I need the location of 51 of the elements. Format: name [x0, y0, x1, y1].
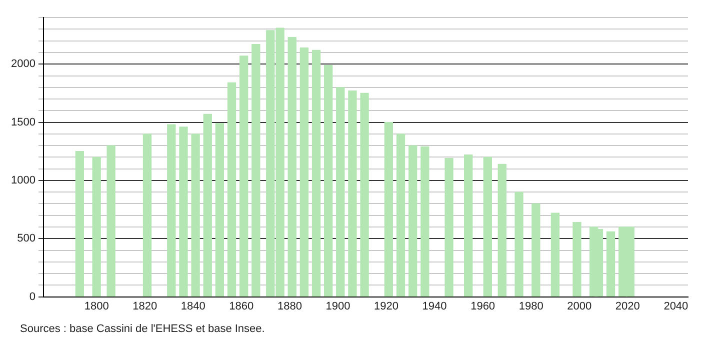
x-tick-label: 2020	[615, 300, 640, 312]
bar	[215, 123, 224, 297]
x-tick-label: 1980	[518, 300, 544, 312]
bar	[227, 82, 236, 297]
bar	[384, 122, 393, 297]
bar	[606, 231, 616, 297]
x-tick-label: 2000	[567, 300, 592, 312]
bar	[288, 37, 296, 297]
bar	[203, 114, 212, 297]
bar	[75, 151, 84, 297]
bar	[550, 212, 560, 297]
bar	[336, 87, 345, 297]
x-tick-label: 1880	[277, 300, 302, 312]
bar	[142, 134, 152, 297]
bar	[464, 154, 473, 297]
bar	[92, 156, 101, 297]
bar	[483, 156, 492, 297]
bar	[498, 164, 506, 297]
bar	[360, 92, 369, 297]
bar	[312, 50, 321, 297]
y-tick-label: 1500	[10, 116, 36, 128]
x-tick-label: 2040	[664, 300, 688, 312]
source-note: Sources : base Cassini de l'EHESS et base Insee.	[20, 323, 265, 335]
bar	[106, 145, 116, 297]
bar	[252, 44, 260, 297]
x-tick-label: 1960	[470, 300, 496, 312]
x-tick-label: 1920	[374, 300, 398, 312]
bar	[408, 145, 418, 297]
bar	[420, 146, 430, 297]
x-tick-label: 1940	[422, 300, 447, 312]
x-tick-label: 1900	[326, 300, 350, 312]
bar	[396, 134, 406, 297]
bar	[324, 64, 333, 297]
bar	[348, 90, 357, 297]
bar	[444, 158, 454, 297]
y-tick-label: 0	[29, 290, 36, 303]
bar	[167, 124, 176, 297]
x-tick-label: 1820	[132, 300, 158, 312]
bar	[514, 192, 524, 297]
bar	[240, 56, 248, 297]
bar	[532, 203, 540, 297]
bar	[179, 126, 188, 297]
x-tick-label: 1800	[84, 300, 109, 312]
y-tick-label: 500	[17, 232, 36, 245]
x-tick-label: 1840	[180, 300, 206, 312]
y-tick-label: 1000	[10, 174, 36, 186]
bar	[572, 222, 582, 297]
bar	[191, 134, 200, 297]
y-tick-label: 2000	[10, 58, 36, 70]
x-tick-label: 1860	[229, 300, 254, 312]
bar	[300, 48, 309, 297]
